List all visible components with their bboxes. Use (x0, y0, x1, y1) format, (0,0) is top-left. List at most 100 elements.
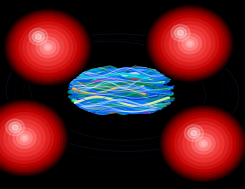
Ellipse shape (32, 33, 64, 61)
Ellipse shape (199, 140, 208, 147)
Ellipse shape (0, 107, 60, 169)
Ellipse shape (196, 137, 211, 150)
Ellipse shape (162, 107, 245, 180)
Ellipse shape (169, 25, 210, 62)
Ellipse shape (192, 133, 215, 154)
Ellipse shape (146, 5, 234, 82)
Ellipse shape (6, 11, 89, 84)
Ellipse shape (0, 101, 66, 175)
Ellipse shape (159, 105, 245, 182)
Ellipse shape (4, 120, 45, 156)
Ellipse shape (171, 115, 235, 172)
Ellipse shape (166, 110, 241, 177)
Ellipse shape (152, 10, 228, 77)
Ellipse shape (178, 33, 201, 54)
Ellipse shape (35, 34, 41, 39)
Ellipse shape (150, 8, 230, 79)
Ellipse shape (27, 29, 68, 65)
Ellipse shape (175, 118, 232, 169)
Ellipse shape (17, 131, 32, 145)
Ellipse shape (6, 119, 24, 136)
Ellipse shape (44, 43, 52, 51)
Ellipse shape (17, 131, 32, 145)
Ellipse shape (0, 100, 67, 176)
Ellipse shape (10, 14, 86, 81)
Ellipse shape (188, 42, 192, 45)
Ellipse shape (155, 12, 225, 74)
Ellipse shape (147, 6, 233, 81)
Ellipse shape (161, 18, 219, 69)
Ellipse shape (178, 122, 228, 166)
Ellipse shape (4, 9, 92, 86)
Ellipse shape (199, 140, 208, 147)
Ellipse shape (165, 22, 215, 65)
Ellipse shape (9, 122, 21, 133)
Ellipse shape (29, 28, 48, 45)
Ellipse shape (12, 125, 18, 130)
Ellipse shape (0, 103, 64, 173)
Ellipse shape (171, 115, 235, 172)
Ellipse shape (10, 14, 86, 81)
Ellipse shape (163, 108, 243, 179)
Ellipse shape (177, 30, 184, 36)
Ellipse shape (46, 45, 50, 49)
Ellipse shape (187, 130, 219, 158)
Ellipse shape (182, 37, 197, 50)
Ellipse shape (184, 125, 203, 141)
Ellipse shape (0, 110, 57, 166)
Ellipse shape (16, 19, 80, 76)
Ellipse shape (186, 40, 194, 47)
Ellipse shape (32, 31, 44, 42)
Ellipse shape (196, 137, 211, 150)
Ellipse shape (201, 142, 206, 146)
Ellipse shape (175, 118, 232, 169)
Ellipse shape (184, 125, 203, 141)
Ellipse shape (186, 40, 194, 47)
Ellipse shape (177, 30, 184, 36)
Ellipse shape (9, 122, 21, 133)
Ellipse shape (0, 105, 62, 171)
Ellipse shape (5, 9, 91, 85)
Ellipse shape (20, 134, 29, 142)
Ellipse shape (188, 128, 200, 138)
Ellipse shape (191, 130, 197, 136)
Ellipse shape (13, 16, 83, 78)
Ellipse shape (0, 99, 68, 177)
Ellipse shape (27, 29, 68, 65)
Ellipse shape (5, 9, 91, 85)
Ellipse shape (4, 9, 92, 86)
Ellipse shape (0, 101, 66, 175)
Ellipse shape (183, 125, 224, 162)
Ellipse shape (0, 99, 68, 177)
Ellipse shape (178, 122, 228, 166)
Ellipse shape (182, 37, 197, 50)
Ellipse shape (165, 22, 215, 65)
Ellipse shape (146, 5, 234, 82)
Ellipse shape (168, 113, 238, 175)
Ellipse shape (9, 124, 40, 152)
Ellipse shape (4, 120, 45, 156)
Ellipse shape (22, 136, 27, 140)
Ellipse shape (178, 33, 201, 54)
Ellipse shape (32, 33, 64, 61)
Ellipse shape (152, 10, 228, 77)
Ellipse shape (0, 113, 53, 163)
Ellipse shape (201, 142, 206, 146)
Ellipse shape (187, 130, 219, 158)
Ellipse shape (19, 22, 76, 73)
Ellipse shape (0, 113, 53, 163)
Ellipse shape (166, 110, 241, 177)
Ellipse shape (35, 34, 41, 39)
Ellipse shape (148, 7, 232, 80)
Ellipse shape (6, 11, 89, 84)
Ellipse shape (32, 31, 44, 42)
Ellipse shape (0, 110, 57, 166)
Ellipse shape (0, 116, 49, 160)
Ellipse shape (46, 45, 50, 49)
Ellipse shape (13, 128, 36, 148)
Ellipse shape (169, 25, 210, 62)
Ellipse shape (0, 107, 60, 169)
Ellipse shape (8, 12, 88, 82)
Ellipse shape (22, 136, 27, 140)
Ellipse shape (171, 25, 190, 41)
